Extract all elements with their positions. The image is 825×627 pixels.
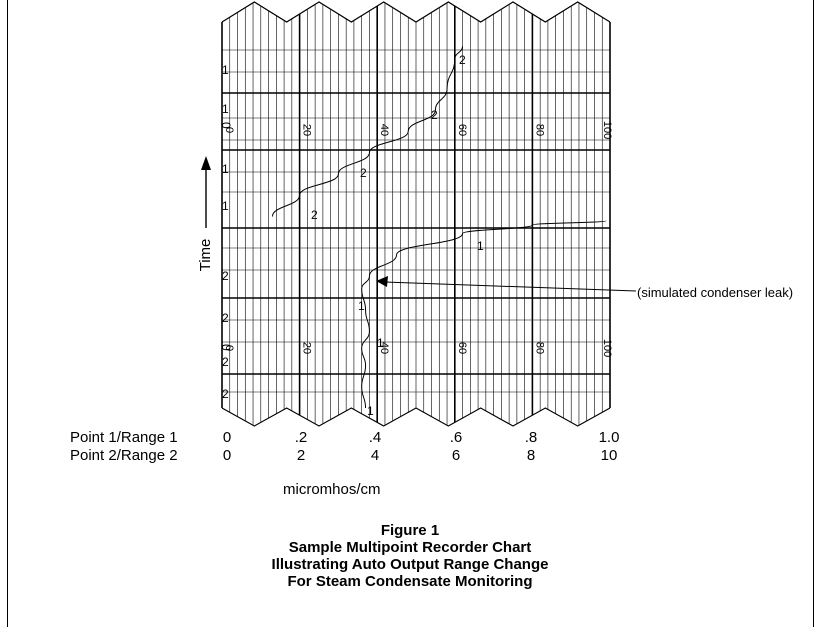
series-2-line — [271, 46, 464, 217]
scale-tick: 4 — [370, 447, 380, 464]
left-point-marker: 1 — [222, 162, 229, 176]
left-point-marker: 0 — [219, 122, 233, 129]
chart-tick-label: 0 — [223, 345, 235, 351]
units-label: micromhos/cm — [283, 481, 381, 498]
chart-tick-label: 100 — [601, 121, 613, 139]
scale-tick: 0 — [222, 447, 232, 464]
frame-left-border — [7, 0, 8, 627]
scale-name-range-1: Point 1/Range 1 — [70, 429, 178, 446]
series-1-label: 1 — [367, 404, 374, 418]
scale-row-range-1: Point 1/Range 1 0 .2 .4 .6 .8 1.0 — [0, 429, 825, 446]
chart-tick-label: 20 — [301, 342, 313, 354]
chart-tick-label: 60 — [456, 124, 468, 136]
left-point-marker: 1 — [222, 102, 229, 116]
scale-tick: 2 — [296, 447, 306, 464]
left-point-marker: 1 — [222, 199, 229, 213]
chart-tick-label: 40 — [378, 124, 390, 136]
leak-leader-line — [384, 281, 637, 292]
scale-name-range-2: Point 2/Range 2 — [70, 447, 178, 464]
scale-tick: 0 — [222, 429, 232, 446]
leak-leader-arrowhead — [376, 276, 388, 287]
left-point-marker: 0 — [219, 344, 233, 351]
scale-tick: 8 — [526, 447, 536, 464]
chart-bottom-edge — [221, 407, 611, 427]
series-2-label: 2 — [459, 53, 466, 67]
time-axis-arrowhead — [201, 156, 211, 170]
frame-right-border — [813, 0, 814, 627]
scale-tick: 1.0 — [598, 429, 620, 446]
series-2-label: 2 — [360, 166, 367, 180]
series-1-label: 1 — [358, 299, 365, 313]
scale-tick: 6 — [451, 447, 461, 464]
series-2-label: 2 — [311, 208, 318, 222]
scale-row-range-2: Point 2/Range 2 0 2 4 6 8 10 — [0, 447, 825, 464]
chart-top-edge — [221, 1, 611, 23]
chart-curves — [271, 46, 607, 409]
scale-tick: .4 — [368, 429, 382, 446]
figure-title-line-3: For Steam Condensate Monitoring — [287, 573, 533, 590]
leak-annotation: (simulated condenser leak) — [637, 285, 793, 300]
figure-title-line-1: Sample Multipoint Recorder Chart — [288, 539, 532, 556]
left-point-marker: 1 — [222, 63, 229, 77]
figure-title-line-2: Illustrating Auto Output Range Change — [271, 556, 549, 573]
chart-tick-label: 80 — [533, 124, 545, 136]
left-point-marker: 2 — [222, 355, 229, 369]
chart-tick-label: 100 — [601, 339, 613, 357]
chart-grid — [221, 1, 611, 427]
left-point-marker: 2 — [222, 269, 229, 283]
chart-tick-label: 40 — [378, 342, 390, 354]
chart-tick-label: 0 — [223, 127, 235, 133]
figure-caption: Figure 1 Sample Multipoint Recorder Char… — [180, 522, 640, 590]
chart-tick-label: 60 — [456, 342, 468, 354]
figure-number: Figure 1 — [380, 522, 440, 539]
time-axis-label: Time — [197, 239, 214, 272]
series-1-label: 1 — [377, 336, 384, 350]
scale-tick: 10 — [600, 447, 618, 464]
chart-tick-label: 20 — [301, 124, 313, 136]
left-point-marker: 2 — [222, 311, 229, 325]
scale-tick: .6 — [449, 429, 463, 446]
series-1-label: 1 — [477, 239, 484, 253]
series-1-line — [361, 220, 607, 409]
chart-tick-label: 80 — [533, 342, 545, 354]
series-2-label: 2 — [431, 108, 438, 122]
scale-tick: .8 — [524, 429, 538, 446]
left-point-marker: 2 — [222, 387, 229, 401]
scale-tick: .2 — [294, 429, 308, 446]
